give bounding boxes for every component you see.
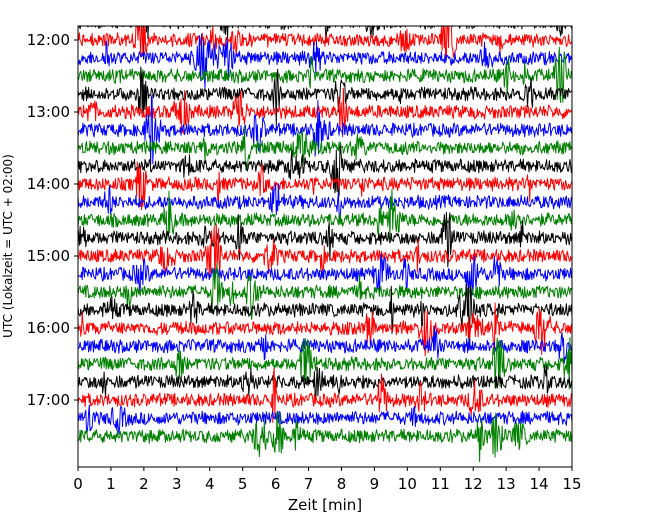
trace-1730: [78, 411, 572, 463]
x-axis-ticks: 0 1 2 3 4 5 6 7 8 9 10 11 12 13 14 15: [73, 467, 582, 493]
trace-1515: [78, 253, 572, 296]
x-tick-label: 1: [106, 475, 116, 493]
trace-1245: [78, 66, 572, 126]
x-tick-label: 2: [139, 475, 149, 493]
trace-1700: [78, 368, 572, 423]
y-tick-label: 17:00: [27, 391, 70, 409]
trace-1615: [78, 325, 572, 365]
x-tick-label: 12: [464, 475, 483, 493]
y-tick-label: 16:00: [27, 319, 70, 337]
x-tick-label: 14: [530, 475, 549, 493]
x-tick-label: 0: [73, 475, 83, 493]
trace-1445: [78, 211, 572, 268]
seismogram-traces: [78, 26, 572, 463]
x-tick-label: 10: [398, 475, 417, 493]
y-tick-label: 15:00: [27, 247, 70, 265]
y-tick-label: 14:00: [27, 175, 70, 193]
trace-1300: [78, 87, 572, 138]
trace-1400: [78, 161, 572, 211]
trace-1500: [78, 223, 572, 290]
trace-1215: [78, 33, 572, 89]
trace-1715: [78, 404, 572, 435]
trace-1630: [78, 337, 572, 390]
x-tick-label: 6: [271, 475, 281, 493]
trace-1600: [78, 302, 572, 357]
trace-1430: [78, 188, 572, 240]
plot-frame: [77, 25, 573, 468]
trace-1645: [78, 365, 572, 400]
x-tick-label: 15: [562, 475, 581, 493]
trace-1530: [78, 262, 572, 320]
y-tick-label: 12:00: [27, 31, 70, 49]
x-tick-label: 4: [205, 475, 215, 493]
trace-1330: [78, 126, 572, 171]
x-tick-label: 13: [497, 475, 516, 493]
x-tick-label: 8: [337, 475, 347, 493]
trace-1545: [78, 283, 572, 347]
x-tick-label: 3: [172, 475, 182, 493]
x-tick-label: 11: [431, 475, 450, 493]
x-axis-label: Zeit [min]: [288, 496, 362, 514]
x-tick-label: 9: [370, 475, 380, 493]
x-tick-label: 5: [238, 475, 248, 493]
x-tick-label: 7: [304, 475, 314, 493]
trace-1415: [78, 183, 572, 222]
trace-1315: [78, 94, 572, 166]
trace-1200: [78, 26, 572, 61]
y-axis-ticks: 12:00 13:00 14:00 15:00 16:00 17:00: [27, 31, 78, 409]
y-axis-label: UTC (Lokalzeit = UTC + 02:00): [1, 154, 15, 338]
trace-1345: [78, 145, 572, 198]
trace-1230: [78, 46, 572, 103]
y-tick-label: 13:00: [27, 103, 70, 121]
